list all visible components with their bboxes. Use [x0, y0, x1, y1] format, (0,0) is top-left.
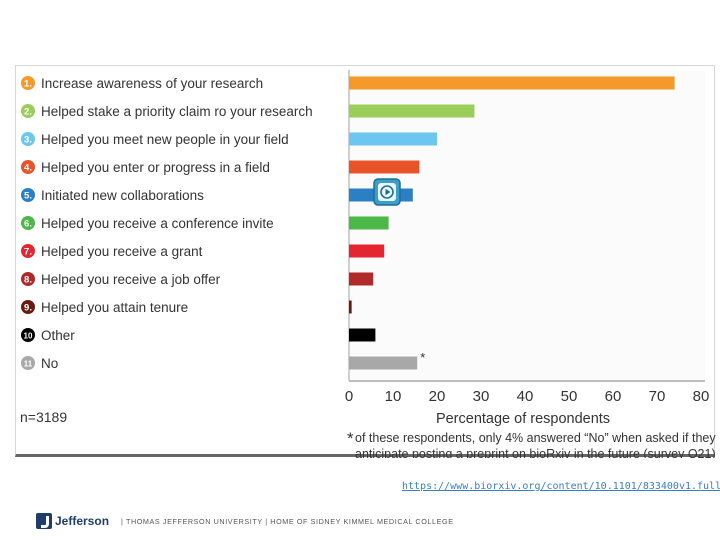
category-badge	[21, 132, 35, 146]
x-axis-label: Percentage of respondents	[436, 411, 610, 427]
category-label: Helped you receive a job offer	[41, 272, 221, 287]
no-asterisk: *	[420, 350, 425, 365]
x-tick-label: 40	[517, 388, 534, 405]
category-badge	[21, 328, 35, 342]
category-label: Helped you enter or progress in a field	[41, 160, 270, 175]
bar	[349, 356, 418, 370]
bar	[349, 160, 420, 174]
category-number: 5.	[24, 191, 32, 202]
source-link[interactable]: https://www.biorxiv.org/content/10.1101/…	[402, 481, 720, 492]
category-label: Helped you meet new people in your field	[41, 132, 289, 147]
category-badge	[21, 76, 35, 90]
category-label: No	[41, 356, 58, 371]
category-label: Helped you receive a conference invite	[41, 216, 274, 231]
bar	[349, 244, 385, 258]
footnote-line-1: of these respondents, only 4% answered “…	[355, 431, 716, 445]
category-badge	[21, 300, 35, 314]
bar	[349, 76, 675, 90]
bar	[349, 216, 389, 230]
footnote-line-2: anticipate posting a preprint on bioRxiv…	[355, 447, 716, 458]
category-badge	[21, 188, 35, 202]
category-badge	[21, 356, 35, 370]
x-tick-label: 0	[345, 388, 353, 405]
category-number: 4.	[24, 163, 32, 174]
x-tick-label: 10	[385, 388, 402, 405]
bar	[349, 328, 376, 342]
category-badge	[21, 272, 35, 286]
category-label: Increase awareness of your research	[41, 76, 263, 91]
x-tick-label: 20	[429, 388, 446, 405]
footer-tagline: | THOMAS JEFFERSON UNIVERSITY | HOME OF …	[121, 516, 454, 526]
bar-chart: 1. Increase awareness of your research 2. H…	[20, 70, 716, 458]
category-number: 10	[24, 332, 33, 341]
footnote-asterisk: *	[347, 429, 354, 448]
footer-bar: Jefferson | THOMAS JEFFERSON UNIVERSITY …	[36, 511, 454, 531]
x-tick-label: 50	[561, 388, 578, 405]
category-number: 9.	[24, 303, 32, 314]
bar	[349, 272, 374, 286]
x-tick-label: 80	[693, 388, 710, 405]
x-tick-label: 30	[473, 388, 490, 405]
bar	[349, 300, 352, 314]
category-number: 7.	[24, 247, 32, 258]
category-label: Other	[41, 328, 75, 343]
category-number: 2.	[24, 107, 32, 118]
category-badge	[21, 244, 35, 258]
footer-brand: Jefferson	[55, 514, 110, 528]
category-label: Helped you receive a grant	[41, 244, 203, 259]
plot-area	[349, 70, 705, 383]
play-video-icon[interactable]	[373, 178, 401, 206]
jefferson-logo-icon	[36, 513, 52, 529]
category-number: 1.	[24, 79, 32, 90]
category-label: Helped you attain tenure	[41, 300, 188, 315]
bar	[349, 104, 475, 118]
category-number: 8.	[24, 275, 32, 286]
x-tick-label: 70	[649, 388, 666, 405]
chart-frame: 1. Increase awareness of your research 2. H…	[15, 65, 716, 458]
sample-size-label: n=3189	[20, 409, 67, 425]
category-number: 11	[24, 360, 33, 369]
category-label: Initiated new collaborations	[41, 188, 204, 203]
x-tick-label: 60	[605, 388, 622, 405]
category-badge	[21, 216, 35, 230]
category-label: Helped stake a priority claim ro your re…	[41, 104, 313, 119]
category-number: 6.	[24, 219, 32, 230]
bar	[349, 132, 437, 146]
category-number: 3.	[24, 135, 32, 146]
category-badge	[21, 160, 35, 174]
category-badge	[21, 104, 35, 118]
